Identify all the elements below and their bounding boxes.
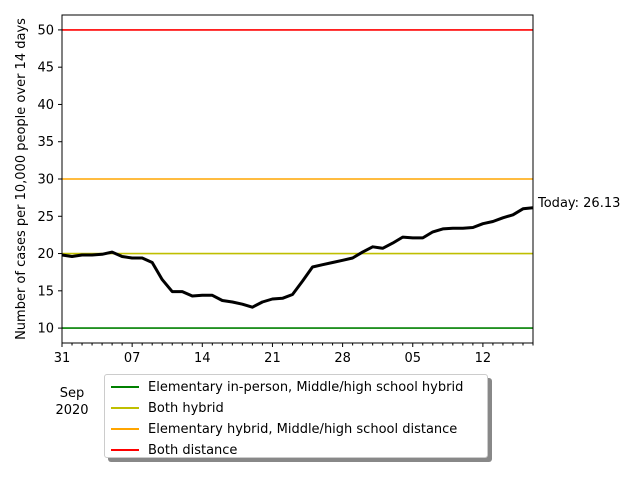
y-tick-label: 45	[37, 61, 54, 76]
x-tick-label: 21	[264, 351, 281, 366]
y-tick-label: 40	[37, 98, 54, 113]
x-tick-label: 28	[334, 351, 351, 366]
threshold-lines	[62, 29, 533, 329]
legend-swatch	[111, 428, 139, 430]
x-year-label: 2020	[55, 403, 88, 418]
today-annotation: Today: 26.13	[537, 196, 620, 211]
legend-label: Both distance	[148, 442, 238, 458]
y-tick-label: 25	[37, 210, 54, 225]
x-tick-label: 05	[404, 351, 421, 366]
y-axis-label: Number of cases per 10,000 people over 1…	[14, 18, 29, 340]
legend-item-hybrid-distance: Elementary hybrid, Middle/high school di…	[111, 419, 457, 439]
legend-item-both-distance: Both distance	[111, 440, 237, 460]
y-tick-label: 15	[37, 284, 54, 299]
x-tick-label: 12	[475, 351, 492, 366]
y-tick-label: 30	[37, 173, 54, 188]
series-line	[61, 206, 534, 309]
y-tick-label: 35	[37, 135, 54, 150]
legend: Elementary in-person, Middle/high school…	[104, 374, 488, 458]
x-tick-label: 31	[54, 351, 71, 366]
legend-label: Both hybrid	[148, 400, 224, 416]
legend-swatch	[111, 386, 139, 388]
series-layer	[61, 206, 534, 309]
y-tick-label: 20	[37, 247, 54, 262]
y-axis: 10 15 20 25 30 35 40 45 50	[37, 23, 62, 337]
legend-label: Elementary hybrid, Middle/high school di…	[148, 421, 458, 437]
y-tick-label: 10	[37, 322, 54, 337]
legend-label: Elementary in-person, Middle/high school…	[148, 379, 464, 395]
legend-item-both-hybrid: Both hybrid	[111, 398, 224, 418]
x-tick-label: 14	[194, 351, 211, 366]
x-month-label: Sep	[60, 386, 85, 401]
legend-swatch	[111, 407, 139, 409]
legend-item-inperson-hybrid: Elementary in-person, Middle/high school…	[111, 377, 463, 397]
x-axis: 31 07 14 21 28 05 12	[54, 343, 534, 366]
y-tick-label: 50	[37, 23, 54, 38]
legend-swatch	[111, 449, 139, 451]
x-tick-label: 07	[124, 351, 141, 366]
